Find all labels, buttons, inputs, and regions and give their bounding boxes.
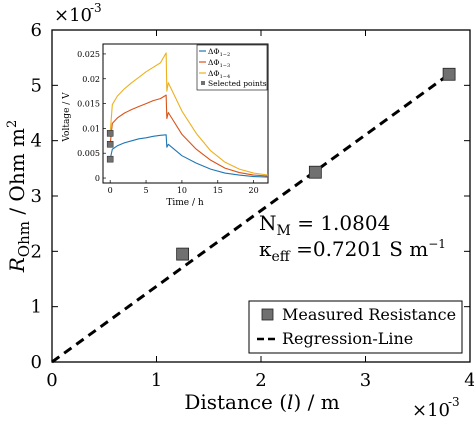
measured-resistance-point xyxy=(442,67,456,81)
y-tick-label: 3 xyxy=(31,186,42,207)
y-multiplier-exp: -3 xyxy=(90,1,102,15)
inset-series-line-2 xyxy=(109,94,269,177)
y-tick-label: 1 xyxy=(31,297,42,318)
x-tick-label: 3 xyxy=(360,370,371,391)
y-tick-label: 5 xyxy=(31,75,42,96)
inset-selected-point xyxy=(106,141,114,148)
inset-selected-point xyxy=(106,130,114,137)
inset-legend-label-selected: Selected points xyxy=(208,79,267,88)
x-tick-label: 4 xyxy=(464,370,474,391)
inset-y-tick-label: 0.015 xyxy=(77,100,100,109)
inset-y-tick-label: 0.01 xyxy=(82,124,100,133)
x-tick-label: 2 xyxy=(255,370,266,391)
x-axis-label: Distance (l) / m xyxy=(184,390,339,414)
inset-y-tick-label: 0.005 xyxy=(77,149,100,158)
inset-x-tick-label: 0 xyxy=(108,186,113,195)
y-tick-label: 4 xyxy=(31,131,42,152)
y-multiplier: ×10 xyxy=(54,5,92,26)
inset-legend-label-14: ΔΦ1−4 xyxy=(208,69,230,80)
inset-y-tick-label: 0 xyxy=(95,174,100,183)
legend-label-measured: Measured Resistance xyxy=(282,305,456,324)
inset-selected-point xyxy=(106,155,114,163)
x-multiplier: ×10 xyxy=(412,400,450,421)
legend-marker-measured xyxy=(261,308,274,321)
inset-chart: 0 5 10 15 20 0 0.005 0.01 0.015 0.02 0.025 Voltage… xyxy=(62,43,269,208)
legend-label-regression: Regression-Line xyxy=(282,329,413,348)
x-tick-label: 1 xyxy=(151,370,162,391)
inset-series-line-1 xyxy=(109,134,269,178)
x-tick-label: 0 xyxy=(46,370,57,391)
inset-series-line-3 xyxy=(109,52,269,176)
inset-legend-label-12: ΔΦ1−2 xyxy=(208,47,230,58)
inset-x-tick-label: 5 xyxy=(143,186,148,195)
measured-resistance-point xyxy=(308,165,322,179)
regression-line xyxy=(51,73,450,364)
y-axis-label: ROhm / Ohm m2 xyxy=(5,120,33,274)
main-legend: Measured Resistance Regression-Line xyxy=(248,300,463,354)
inset-x-tick-label: 15 xyxy=(213,186,223,195)
inset-x-axis-label: Time / h xyxy=(166,198,203,208)
y-tick-label: 6 xyxy=(31,20,42,41)
measured-resistance-point xyxy=(176,247,190,261)
inset-legend-label-13: ΔΦ1−3 xyxy=(208,58,230,69)
kappa-annotation: κeff =0.7201 S m−1 xyxy=(259,237,446,265)
y-tick-label: 2 xyxy=(31,241,42,262)
inset-legend: ΔΦ1−2 ΔΦ1−3 ΔΦ1−4 Selected points xyxy=(196,44,268,91)
inset-y-tick-label: 0.025 xyxy=(77,50,100,59)
inset-y-tick-label: 0.02 xyxy=(82,75,100,84)
inset-y-axis-label: Voltage / V xyxy=(62,92,72,143)
inset-x-tick-label: 20 xyxy=(249,186,259,195)
y-tick-label: 0 xyxy=(31,352,42,373)
inset-x-tick-label: 10 xyxy=(177,186,187,195)
x-multiplier-exp: -3 xyxy=(448,395,460,409)
